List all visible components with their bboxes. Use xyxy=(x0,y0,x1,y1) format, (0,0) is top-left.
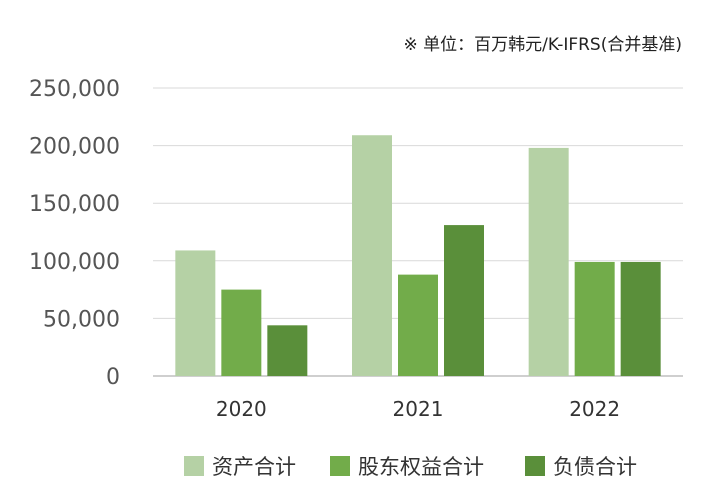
legend-swatch xyxy=(330,456,350,476)
x-category-label: 2020 xyxy=(216,397,267,421)
y-axis-tick-labels: 0 50,000 100,000 150,000 200,000 250,000 xyxy=(29,77,120,390)
y-tick-label: 200,000 xyxy=(29,135,120,160)
bar-2022-series-1 xyxy=(574,261,615,376)
legend: 资产合计 股东权益合计 负债合计 xyxy=(184,455,637,479)
y-tick-label: 100,000 xyxy=(29,250,120,275)
bar-2020-series-2 xyxy=(267,325,308,376)
x-category-label: 2021 xyxy=(393,397,444,421)
bar-2022-series-0 xyxy=(528,147,569,376)
bar-2021-series-0 xyxy=(352,135,392,376)
bar-2020-series-1 xyxy=(221,289,262,376)
bar-2020-series-0 xyxy=(175,250,216,376)
bar-2021-series-2 xyxy=(444,225,484,376)
bars xyxy=(175,135,661,376)
y-tick-label: 0 xyxy=(106,365,120,390)
legend-label: 资产合计 xyxy=(212,455,296,479)
x-category-label: 2022 xyxy=(569,397,620,421)
y-tick-label: 150,000 xyxy=(29,192,120,217)
y-tick-label: 50,000 xyxy=(43,307,120,332)
unit-note: ※ 单位：百万韩元/K-IFRS(合并基准) xyxy=(403,35,682,55)
legend-swatch xyxy=(525,456,545,476)
x-axis-category-labels: 2020 2021 2022 xyxy=(216,397,620,421)
legend-swatch xyxy=(184,456,204,476)
legend-label: 负债合计 xyxy=(553,455,637,479)
bar-2022-series-2 xyxy=(620,261,661,376)
y-tick-label: 250,000 xyxy=(29,77,120,102)
bar-2021-series-1 xyxy=(398,274,438,376)
legend-label: 股东权益合计 xyxy=(358,455,484,479)
